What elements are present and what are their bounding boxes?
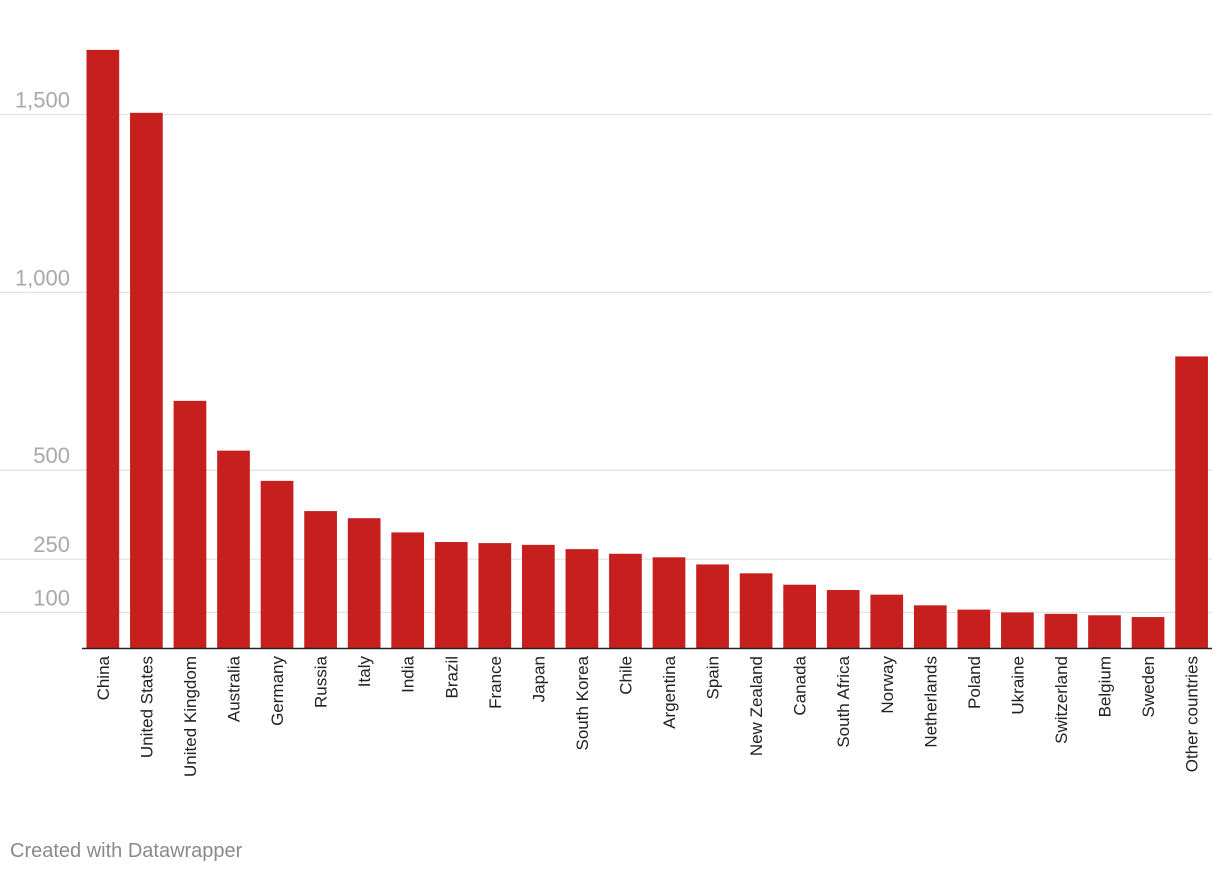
credit-text: Created with Datawrapper: [10, 840, 243, 862]
bar-italy: [347, 518, 381, 648]
x-tick-label: Spain: [704, 656, 723, 699]
bar-canada: [783, 584, 816, 648]
bar-japan: [522, 544, 555, 648]
x-tick-label: Sweden: [1139, 656, 1158, 717]
bar-argentina: [652, 557, 686, 648]
bar-russia: [304, 511, 337, 648]
bar-belgium: [1088, 615, 1121, 648]
bar-poland: [957, 609, 991, 648]
y-tick-label: 250: [33, 532, 70, 557]
x-tick-label: South Africa: [834, 655, 853, 747]
bar-brazil: [434, 542, 468, 648]
bar-united-kingdom: [173, 400, 207, 648]
x-tick-label: Japan: [529, 656, 548, 702]
bar-south-africa: [826, 590, 860, 648]
y-tick-label: 1,000: [15, 265, 70, 290]
bar-sweden: [1131, 617, 1165, 648]
x-tick-label: Germany: [268, 656, 287, 726]
x-tick-label: Russia: [312, 655, 331, 708]
x-tick-label: France: [486, 656, 505, 709]
bar-south-korea: [565, 549, 599, 648]
bar-new-zealand: [739, 573, 773, 648]
y-tick-label: 500: [33, 443, 70, 468]
bar-spain: [696, 564, 729, 648]
y-tick-label: 1,500: [15, 88, 70, 113]
x-tick-label: South Korea: [573, 655, 592, 750]
x-tick-label: Canada: [791, 655, 810, 715]
bar-chile: [609, 553, 642, 648]
y-tick-label: 100: [33, 585, 70, 610]
bar-australia: [217, 450, 250, 648]
x-tick-label: United Kingdom: [181, 656, 200, 777]
bar-germany: [260, 480, 294, 648]
bar-other-countries: [1175, 356, 1208, 648]
x-tick-label: Argentina: [660, 655, 679, 728]
bar-france: [478, 543, 512, 648]
x-tick-label: Ukraine: [1008, 656, 1027, 715]
category-labels: China United States United Kingdom Australi…: [94, 655, 1202, 777]
x-tick-label: Netherlands: [921, 656, 940, 748]
bar-ukraine: [1001, 612, 1034, 648]
x-tick-label: China: [94, 655, 113, 700]
bars: [86, 49, 1208, 648]
x-tick-label: Poland: [965, 656, 984, 709]
x-tick-label: Italy: [355, 656, 374, 688]
x-tick-label: Switzerland: [1052, 656, 1071, 744]
x-tick-label: Belgium: [1096, 656, 1115, 717]
bar-netherlands: [913, 605, 947, 648]
bar-india: [391, 532, 425, 648]
x-tick-label: Chile: [616, 656, 635, 695]
x-tick-label: New Zealand: [747, 656, 766, 756]
x-tick-label: United States: [137, 656, 156, 758]
x-tick-label: Norway: [878, 656, 897, 714]
bar-china: [86, 49, 120, 648]
x-tick-label: Brazil: [442, 656, 461, 699]
x-tick-label: Other countries: [1183, 656, 1202, 772]
gridlines: 100 250 500 1,000 1,500: [0, 88, 1212, 614]
x-tick-label: India: [399, 655, 418, 692]
bar-united-states: [130, 112, 163, 648]
bar-switzerland: [1044, 613, 1078, 648]
x-tick-label: Australia: [225, 655, 244, 722]
bar-norway: [870, 594, 904, 648]
